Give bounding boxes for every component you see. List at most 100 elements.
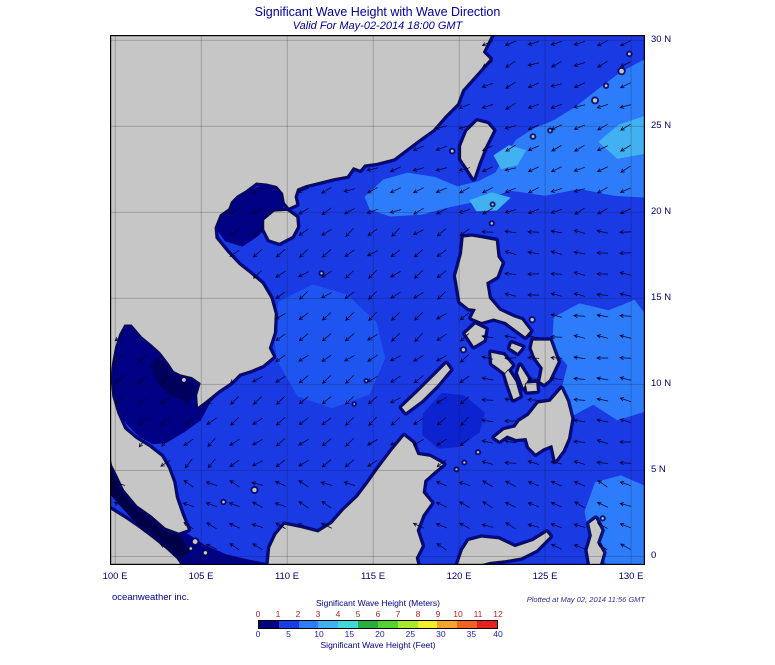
- wave-direction-arrow: [298, 417, 309, 426]
- wave-direction-arrow: [182, 502, 195, 507]
- lat-axis-label: 0: [651, 550, 657, 561]
- wave-direction-arrow: [619, 397, 632, 402]
- small-island: [490, 221, 494, 226]
- wave-direction-arrow: [460, 333, 469, 342]
- wave-direction-arrow: [391, 417, 400, 426]
- small-island: [490, 202, 495, 207]
- wave-direction-arrow: [619, 313, 632, 318]
- lat-axis-label: 25 N: [651, 120, 672, 131]
- wave-direction-arrow: [550, 502, 562, 508]
- wave-direction-arrow: [320, 481, 333, 486]
- wave-direction-arrow: [414, 312, 423, 321]
- wave-direction-arrow: [597, 543, 608, 551]
- wave-direction-arrow: [321, 396, 332, 405]
- wave-direction-arrow: [596, 208, 608, 215]
- small-island: [531, 134, 535, 139]
- wave-direction-arrows-layer: [113, 40, 632, 551]
- wave-direction-arrow: [437, 291, 446, 300]
- wave-direction-arrow: [550, 209, 563, 214]
- wave-direction-arrow: [460, 416, 469, 427]
- wave-direction-arrow: [573, 292, 586, 297]
- wave-direction-arrow: [619, 61, 631, 68]
- wave-direction-arrow: [274, 502, 287, 508]
- wave-direction-arrow: [596, 166, 608, 173]
- wave-direction-arrow: [481, 145, 493, 152]
- wave-direction-arrow: [251, 501, 263, 508]
- wave-direction-arrow: [436, 228, 447, 237]
- small-island: [627, 51, 632, 56]
- wave-direction-arrow: [298, 375, 309, 384]
- wave-direction-arrow: [574, 207, 585, 215]
- legend-feet-tick: 5: [286, 629, 291, 639]
- wave-direction-arrow: [458, 167, 471, 172]
- landmass-mindanao: [494, 388, 573, 462]
- wave-direction-arrow: [345, 417, 354, 426]
- legend-feet-label: Significant Wave Height (Feet): [320, 640, 436, 650]
- wave-direction-arrow: [550, 480, 562, 487]
- wave-height-region-gulf-of-thailand-core: [150, 356, 199, 402]
- landmass-sumatra: [110, 508, 182, 565]
- wave-direction-arrow: [527, 250, 540, 255]
- legend-meters-tick: 8: [415, 609, 421, 619]
- wave-direction-arrow: [619, 376, 632, 381]
- wave-direction-arrow: [414, 270, 423, 279]
- wave-direction-arrow: [527, 229, 540, 234]
- wave-direction-arrow: [161, 438, 170, 447]
- small-island: [454, 467, 459, 472]
- small-island: [251, 487, 258, 493]
- wave-direction-arrow: [368, 270, 377, 279]
- wave-direction-arrow: [229, 228, 240, 236]
- legend-color-segment: [278, 621, 299, 628]
- wave-direction-arrow: [298, 228, 309, 236]
- wave-direction-arrow: [505, 60, 516, 68]
- wave-direction-arrow: [436, 438, 447, 446]
- wave-direction-arrow: [297, 271, 309, 278]
- wave-direction-arrow: [504, 334, 517, 339]
- wave-direction-arrow: [619, 439, 632, 445]
- landmass-palawan: [401, 363, 451, 413]
- wave-direction-arrow: [275, 417, 286, 426]
- wave-direction-arrow: [251, 208, 263, 215]
- small-island: [364, 379, 368, 383]
- wave-direction-arrow: [344, 249, 355, 257]
- wave-direction-arrow: [596, 271, 609, 276]
- wave-direction-arrow: [298, 439, 309, 446]
- wave-direction-arrow: [619, 208, 631, 215]
- legend-colorbar: [258, 620, 498, 629]
- wave-direction-arrow: [367, 459, 378, 467]
- wave-direction-arrow: [253, 396, 262, 405]
- wave-direction-arrow: [413, 208, 424, 215]
- legend-meters-tick: 1: [275, 609, 281, 619]
- wave-direction-arrow: [573, 166, 585, 172]
- wave-direction-arrow: [389, 209, 402, 214]
- wave-direction-arrow: [252, 249, 263, 258]
- wave-direction-arrow: [619, 355, 632, 360]
- legend-color-segment: [437, 621, 458, 628]
- small-island: [450, 149, 455, 154]
- landmass-taiwan: [460, 120, 494, 179]
- wave-direction-arrow: [275, 354, 286, 362]
- wave-direction-arrow: [435, 125, 448, 130]
- graticule-layer: [110, 35, 645, 565]
- wave-direction-arrow: [183, 438, 194, 446]
- wave-direction-arrow: [413, 249, 424, 258]
- wave-direction-arrow: [229, 249, 240, 257]
- wave-direction-arrow: [435, 480, 447, 487]
- wave-direction-arrow: [230, 396, 239, 405]
- legend-meters-tick: 5: [355, 609, 361, 619]
- wave-direction-arrow: [344, 333, 355, 342]
- wave-direction-arrow: [436, 459, 447, 468]
- wave-direction-arrow: [482, 208, 493, 215]
- wave-direction-arrow: [481, 460, 494, 465]
- wave-direction-arrow: [504, 187, 516, 193]
- wave-direction-arrow: [550, 61, 562, 68]
- wave-direction-arrow: [481, 439, 494, 444]
- wave-direction-arrow: [389, 439, 401, 446]
- wave-direction-arrow: [550, 543, 562, 550]
- wave-direction-arrow: [550, 103, 563, 109]
- wave-direction-arrow: [114, 354, 125, 363]
- legend-meters-tick: 11: [473, 609, 483, 619]
- lat-axis-label: 10 N: [651, 378, 672, 389]
- wave-direction-arrow: [252, 417, 263, 425]
- wave-direction-arrow: [435, 208, 447, 215]
